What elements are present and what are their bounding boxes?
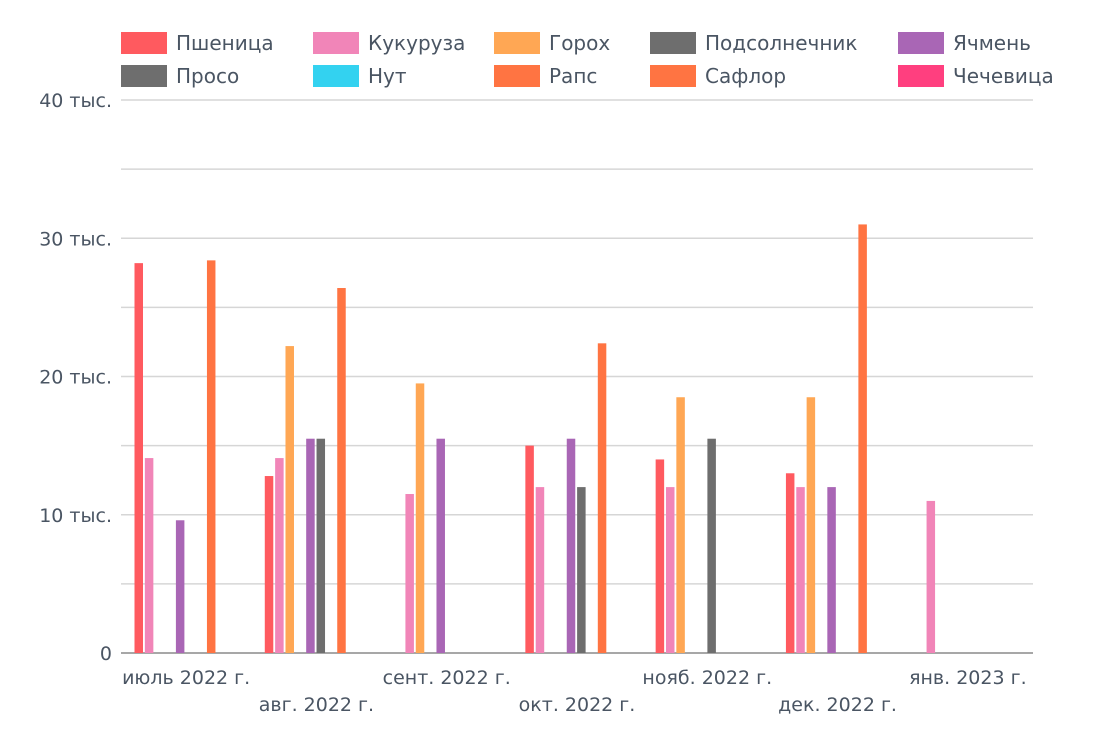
legend-swatch bbox=[898, 32, 944, 54]
bar-ячмень-0 bbox=[175, 520, 185, 653]
legend-swatch bbox=[650, 32, 696, 54]
bar-просо-1 bbox=[316, 438, 326, 653]
bars bbox=[134, 224, 936, 654]
bar-пшеница-3 bbox=[525, 445, 534, 653]
legend-swatch bbox=[650, 65, 696, 87]
gridlines bbox=[121, 99, 1033, 654]
legend-label: Нут bbox=[368, 64, 407, 88]
legend-item-нут[interactable]: Нут bbox=[313, 64, 407, 88]
legend-label: Сафлор bbox=[705, 64, 786, 88]
bar-кукуруза-3 bbox=[535, 487, 545, 653]
x-tick-label: сент. 2022 г. bbox=[383, 667, 511, 689]
y-tick-label: 30 тыс. bbox=[39, 228, 112, 250]
legend-swatch bbox=[313, 32, 359, 54]
bar-горох-1 bbox=[285, 346, 294, 653]
legend-label: Рапс bbox=[549, 64, 597, 88]
bar-ячмень-2 bbox=[436, 438, 445, 653]
legend-swatch bbox=[121, 32, 167, 54]
bar-просо-4 bbox=[707, 438, 716, 653]
y-axis-ticks: 0 10 тыс. 20 тыс. 30 тыс. 40 тыс. bbox=[39, 90, 112, 665]
bar-кукуруза-4 bbox=[665, 487, 675, 653]
bar-пшеница-4 bbox=[655, 459, 665, 653]
legend-swatch bbox=[494, 32, 540, 54]
legend-label: Пшеница bbox=[176, 31, 274, 55]
y-tick-label: 20 тыс. bbox=[39, 367, 112, 389]
x-tick-label: нояб. 2022 г. bbox=[642, 667, 772, 689]
legend-label: Просо bbox=[176, 64, 239, 88]
legend-item-пшеница[interactable]: Пшеница bbox=[121, 31, 274, 55]
legend-item-горох[interactable]: Горох bbox=[494, 31, 610, 55]
legend-label: Кукуруза bbox=[368, 31, 465, 55]
legend-label: Горох bbox=[549, 31, 610, 55]
legend-swatch bbox=[313, 65, 359, 87]
x-axis-ticks: июль 2022 г. авг. 2022 г. сент. 2022 г. окт… bbox=[122, 667, 1027, 716]
legend-item-рапс[interactable]: Рапс bbox=[494, 64, 597, 88]
x-tick-label: дек. 2022 г. bbox=[778, 694, 897, 716]
bar-кукуруза-1 bbox=[275, 458, 284, 653]
bar-пшеница-5 bbox=[785, 473, 795, 653]
legend-label: Подсолнечник bbox=[705, 31, 857, 55]
y-tick-label: 0 bbox=[100, 643, 112, 665]
bar-рапс-1 bbox=[337, 288, 346, 653]
x-tick-label: окт. 2022 г. bbox=[519, 694, 636, 716]
legend-item-чечевица[interactable]: Чечевица bbox=[898, 64, 1054, 88]
bar-ячмень-3 bbox=[566, 438, 576, 653]
bar-ячмень-5 bbox=[827, 487, 836, 653]
legend-swatch bbox=[121, 65, 167, 87]
bar-рапс-3 bbox=[597, 343, 607, 653]
bar-кукуруза-2 bbox=[405, 494, 414, 653]
bar-пшеница-0 bbox=[134, 263, 143, 653]
bar-пшеница-1 bbox=[264, 476, 274, 653]
bar-просо-3 bbox=[577, 487, 586, 653]
bar-горох-2 bbox=[415, 383, 425, 653]
bar-рапс-0 bbox=[206, 260, 216, 653]
legend-item-подсолнечник[interactable]: Подсолнечник bbox=[650, 31, 857, 55]
legend-swatch bbox=[494, 65, 540, 87]
legend: Пшеница Кукуруза Горох Подсолнечник Ячмень Пр… bbox=[121, 31, 1054, 88]
x-tick-label: авг. 2022 г. bbox=[259, 694, 374, 716]
y-tick-label: 10 тыс. bbox=[39, 505, 112, 527]
legend-item-сафлор[interactable]: Сафлор bbox=[650, 64, 786, 88]
bar-горох-5 bbox=[806, 397, 816, 653]
bar-кукуруза-5 bbox=[796, 487, 805, 653]
bar-рапс-5 bbox=[858, 224, 867, 654]
bar-ячмень-1 bbox=[306, 438, 315, 653]
legend-item-кукуруза[interactable]: Кукуруза bbox=[313, 31, 465, 55]
legend-label: Ячмень bbox=[953, 31, 1031, 55]
bar-кукуруза-6 bbox=[926, 500, 936, 653]
legend-label: Чечевица bbox=[953, 64, 1054, 88]
legend-item-ячмень[interactable]: Ячмень bbox=[898, 31, 1031, 55]
bar-горох-4 bbox=[676, 397, 685, 653]
legend-swatch bbox=[898, 65, 944, 87]
y-tick-label: 40 тыс. bbox=[39, 90, 112, 112]
bar-кукуруза-0 bbox=[144, 458, 154, 653]
x-tick-label: июль 2022 г. bbox=[122, 667, 250, 689]
legend-item-просо[interactable]: Просо bbox=[121, 64, 239, 88]
x-tick-label: янв. 2023 г. bbox=[909, 667, 1027, 689]
